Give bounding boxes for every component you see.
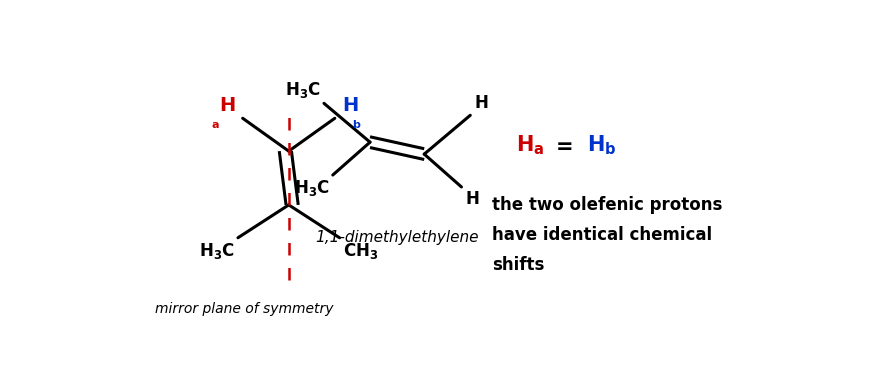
Text: 1,1-dimethylethylene: 1,1-dimethylethylene bbox=[316, 230, 479, 245]
Text: $\mathbf{H}$: $\mathbf{H}$ bbox=[219, 96, 236, 115]
Text: $\mathbf{CH_3}$: $\mathbf{CH_3}$ bbox=[343, 241, 378, 261]
Text: a: a bbox=[212, 120, 219, 130]
Text: mirror plane of symmetry: mirror plane of symmetry bbox=[156, 303, 334, 317]
Text: have identical chemical: have identical chemical bbox=[492, 226, 712, 244]
Text: $\mathbf{=}$: $\mathbf{=}$ bbox=[551, 135, 572, 155]
Text: $\mathbf{H_3C}$: $\mathbf{H_3C}$ bbox=[294, 178, 329, 198]
Text: shifts: shifts bbox=[492, 256, 545, 274]
Text: $\mathbf{H}$: $\mathbf{H}$ bbox=[474, 94, 488, 112]
Text: $\mathbf{H_3C}$: $\mathbf{H_3C}$ bbox=[285, 80, 321, 100]
Text: b: b bbox=[351, 120, 359, 130]
Text: $\mathbf{H_3C}$: $\mathbf{H_3C}$ bbox=[198, 241, 234, 261]
Text: the two olefenic protons: the two olefenic protons bbox=[492, 196, 722, 214]
Text: $\mathbf{H}$: $\mathbf{H}$ bbox=[465, 190, 479, 208]
Text: $\mathbf{H}$: $\mathbf{H}$ bbox=[342, 96, 358, 115]
Text: $\mathbf{H_b}$: $\mathbf{H_b}$ bbox=[586, 133, 616, 157]
Text: $\mathbf{H_a}$: $\mathbf{H_a}$ bbox=[516, 133, 545, 157]
